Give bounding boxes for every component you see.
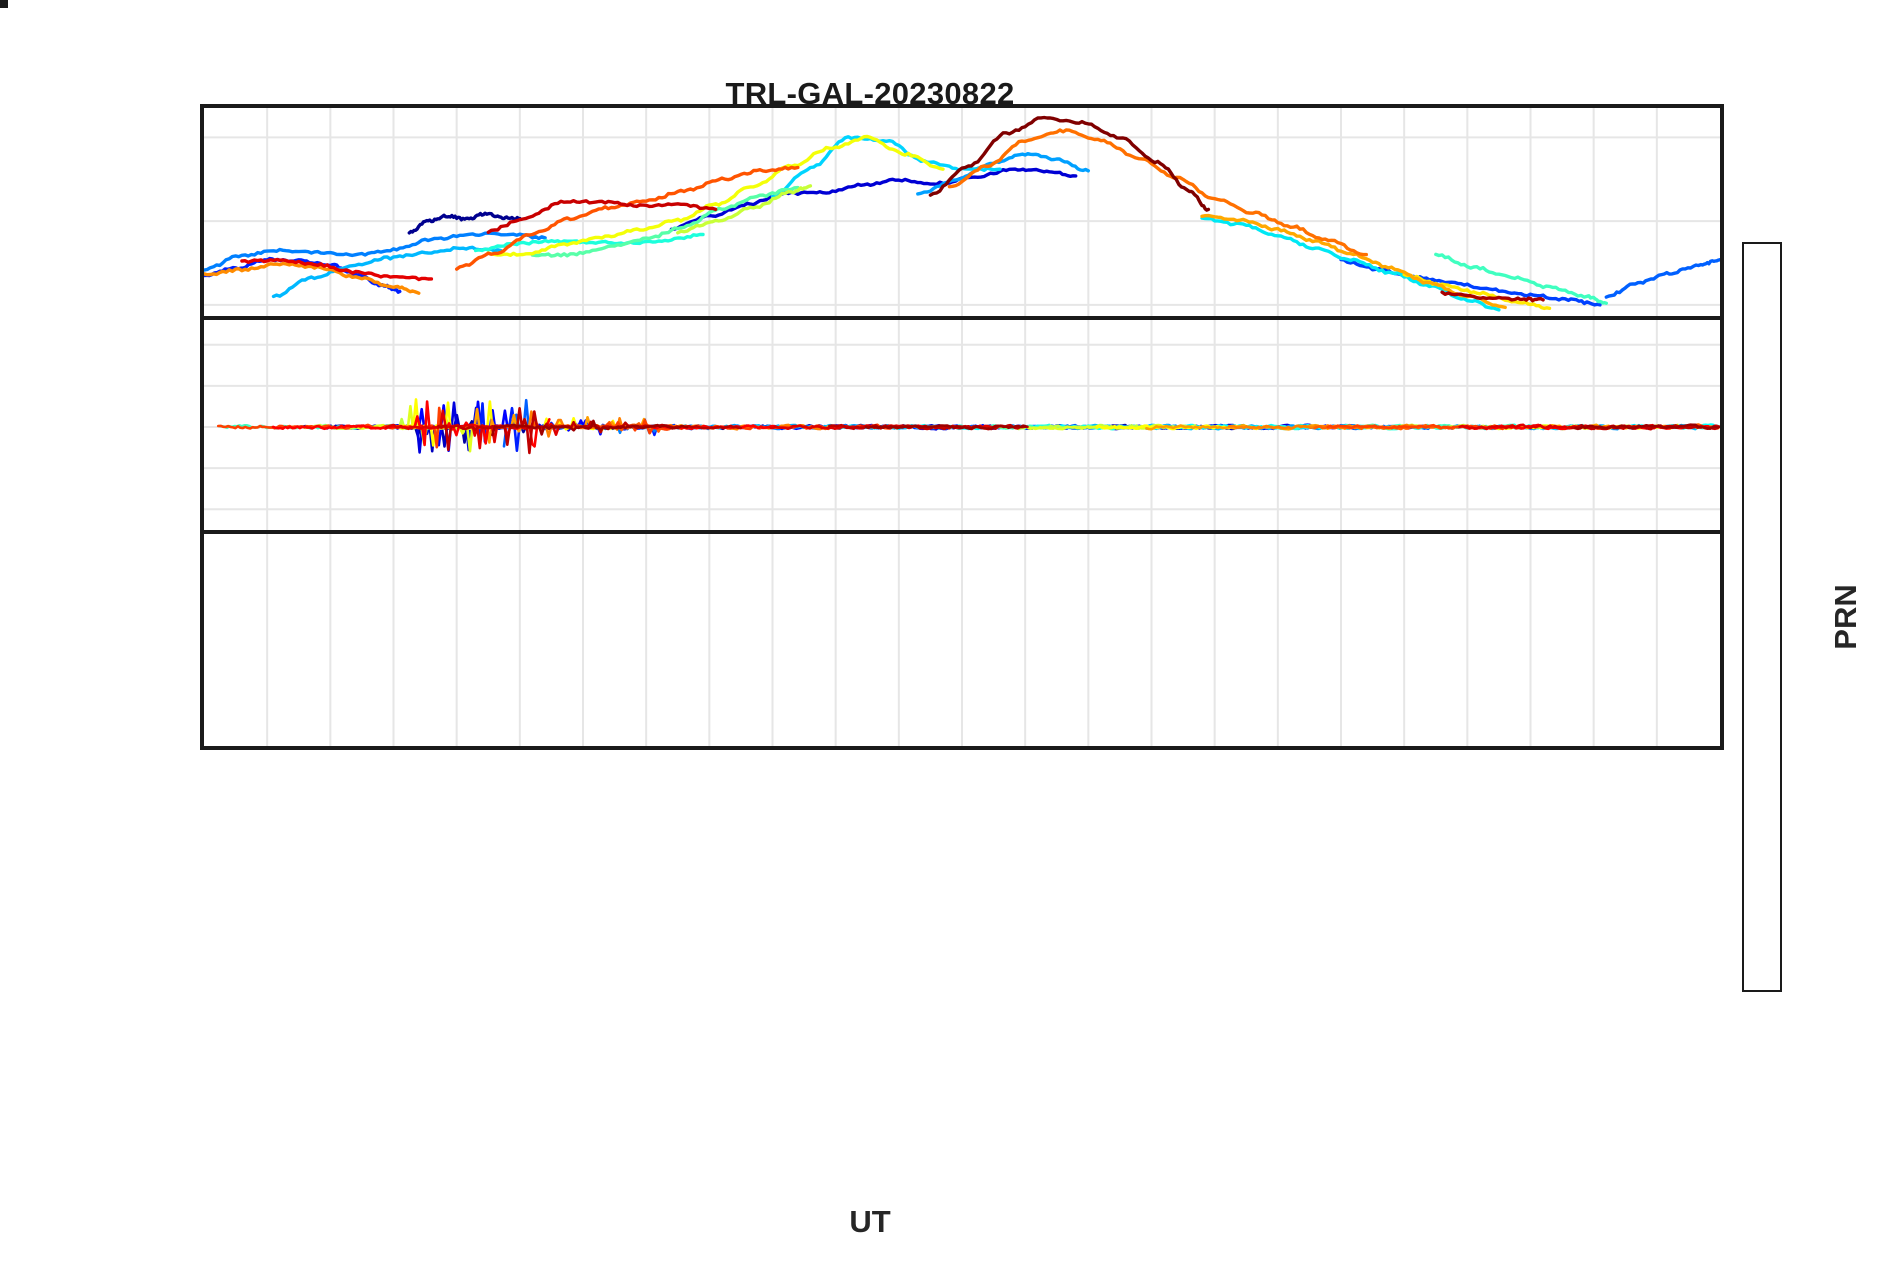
panel-sigma	[0, 0, 8, 8]
prn-colorbar	[1742, 242, 1782, 992]
x-axis-label: UT	[849, 1204, 891, 1239]
panel-rot	[200, 316, 1724, 538]
panel-tec	[200, 104, 1724, 324]
colorbar-label: PRN	[1828, 584, 1863, 650]
panel-s4	[200, 530, 1724, 750]
